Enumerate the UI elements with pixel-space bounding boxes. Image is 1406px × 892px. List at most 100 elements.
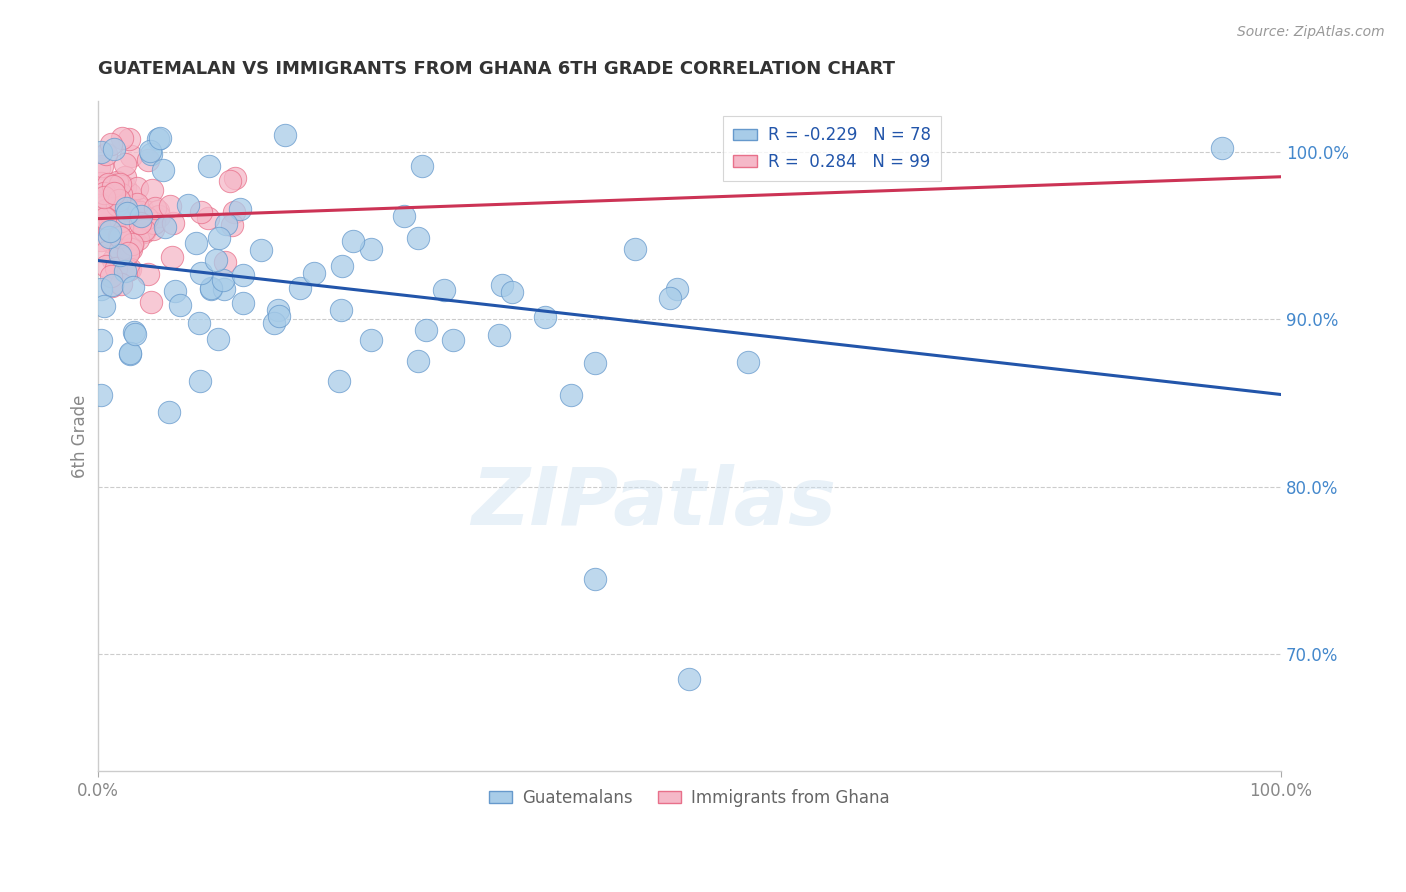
- Point: [214, 282, 236, 296]
- Point: [101, 201, 124, 215]
- Point: [207, 332, 229, 346]
- Point: [98, 224, 121, 238]
- Point: [329, 302, 352, 317]
- Point: [117, 263, 139, 277]
- Point: [100, 235, 122, 249]
- Point: [120, 346, 142, 360]
- Point: [269, 309, 291, 323]
- Point: [129, 209, 152, 223]
- Point: [94, 147, 117, 161]
- Point: [188, 374, 211, 388]
- Point: [97, 229, 120, 244]
- Point: [120, 347, 142, 361]
- Point: [148, 203, 170, 218]
- Point: [139, 144, 162, 158]
- Point: [103, 186, 125, 201]
- Point: [108, 243, 131, 257]
- Point: [488, 328, 510, 343]
- Point: [232, 295, 254, 310]
- Point: [124, 200, 146, 214]
- Point: [129, 205, 152, 219]
- Point: [678, 672, 700, 686]
- Point: [105, 175, 128, 189]
- Point: [665, 282, 688, 296]
- Point: [110, 178, 132, 192]
- Point: [624, 242, 647, 256]
- Point: [118, 242, 141, 256]
- Point: [90, 282, 112, 296]
- Point: [120, 186, 142, 201]
- Point: [360, 334, 382, 348]
- Point: [274, 128, 297, 142]
- Point: [97, 177, 120, 191]
- Point: [415, 323, 437, 337]
- Point: [103, 253, 125, 268]
- Point: [115, 202, 138, 217]
- Point: [93, 186, 115, 201]
- Point: [91, 220, 114, 235]
- Point: [118, 131, 141, 145]
- Point: [142, 222, 165, 236]
- Point: [232, 268, 254, 283]
- Point: [533, 310, 555, 324]
- Point: [125, 181, 148, 195]
- Point: [162, 216, 184, 230]
- Point: [198, 159, 221, 173]
- Point: [200, 281, 222, 295]
- Point: [105, 198, 128, 212]
- Point: [114, 180, 136, 194]
- Point: [127, 197, 149, 211]
- Point: [131, 202, 153, 217]
- Point: [411, 159, 433, 173]
- Point: [96, 202, 118, 217]
- Point: [100, 179, 122, 194]
- Point: [169, 298, 191, 312]
- Point: [141, 183, 163, 197]
- Point: [104, 208, 127, 222]
- Point: [218, 174, 240, 188]
- Point: [94, 260, 117, 274]
- Point: [136, 211, 159, 226]
- Point: [122, 203, 145, 218]
- Point: [114, 244, 136, 258]
- Point: [433, 283, 456, 297]
- Point: [141, 146, 163, 161]
- Point: [124, 327, 146, 342]
- Y-axis label: 6th Grade: 6th Grade: [72, 394, 89, 478]
- Point: [101, 279, 124, 293]
- Point: [212, 273, 235, 287]
- Point: [93, 299, 115, 313]
- Point: [120, 242, 142, 256]
- Point: [288, 280, 311, 294]
- Point: [583, 572, 606, 586]
- Point: [222, 204, 245, 219]
- Point: [121, 237, 143, 252]
- Point: [148, 209, 170, 223]
- Point: [208, 230, 231, 244]
- Point: [94, 199, 117, 213]
- Point: [110, 131, 132, 145]
- Point: [114, 170, 136, 185]
- Point: [90, 159, 112, 173]
- Point: [122, 325, 145, 339]
- Point: [110, 277, 132, 291]
- Point: [406, 231, 429, 245]
- Point: [392, 209, 415, 223]
- Point: [190, 205, 212, 219]
- Point: [110, 248, 132, 262]
- Point: [114, 157, 136, 171]
- Point: [205, 253, 228, 268]
- Point: [190, 266, 212, 280]
- Point: [118, 261, 141, 276]
- Point: [153, 219, 176, 234]
- Point: [143, 210, 166, 224]
- Point: [215, 217, 238, 231]
- Point: [107, 182, 129, 196]
- Point: [105, 260, 128, 275]
- Point: [111, 220, 134, 235]
- Point: [1211, 141, 1233, 155]
- Point: [139, 295, 162, 310]
- Point: [107, 194, 129, 208]
- Point: [214, 255, 236, 269]
- Point: [90, 176, 112, 190]
